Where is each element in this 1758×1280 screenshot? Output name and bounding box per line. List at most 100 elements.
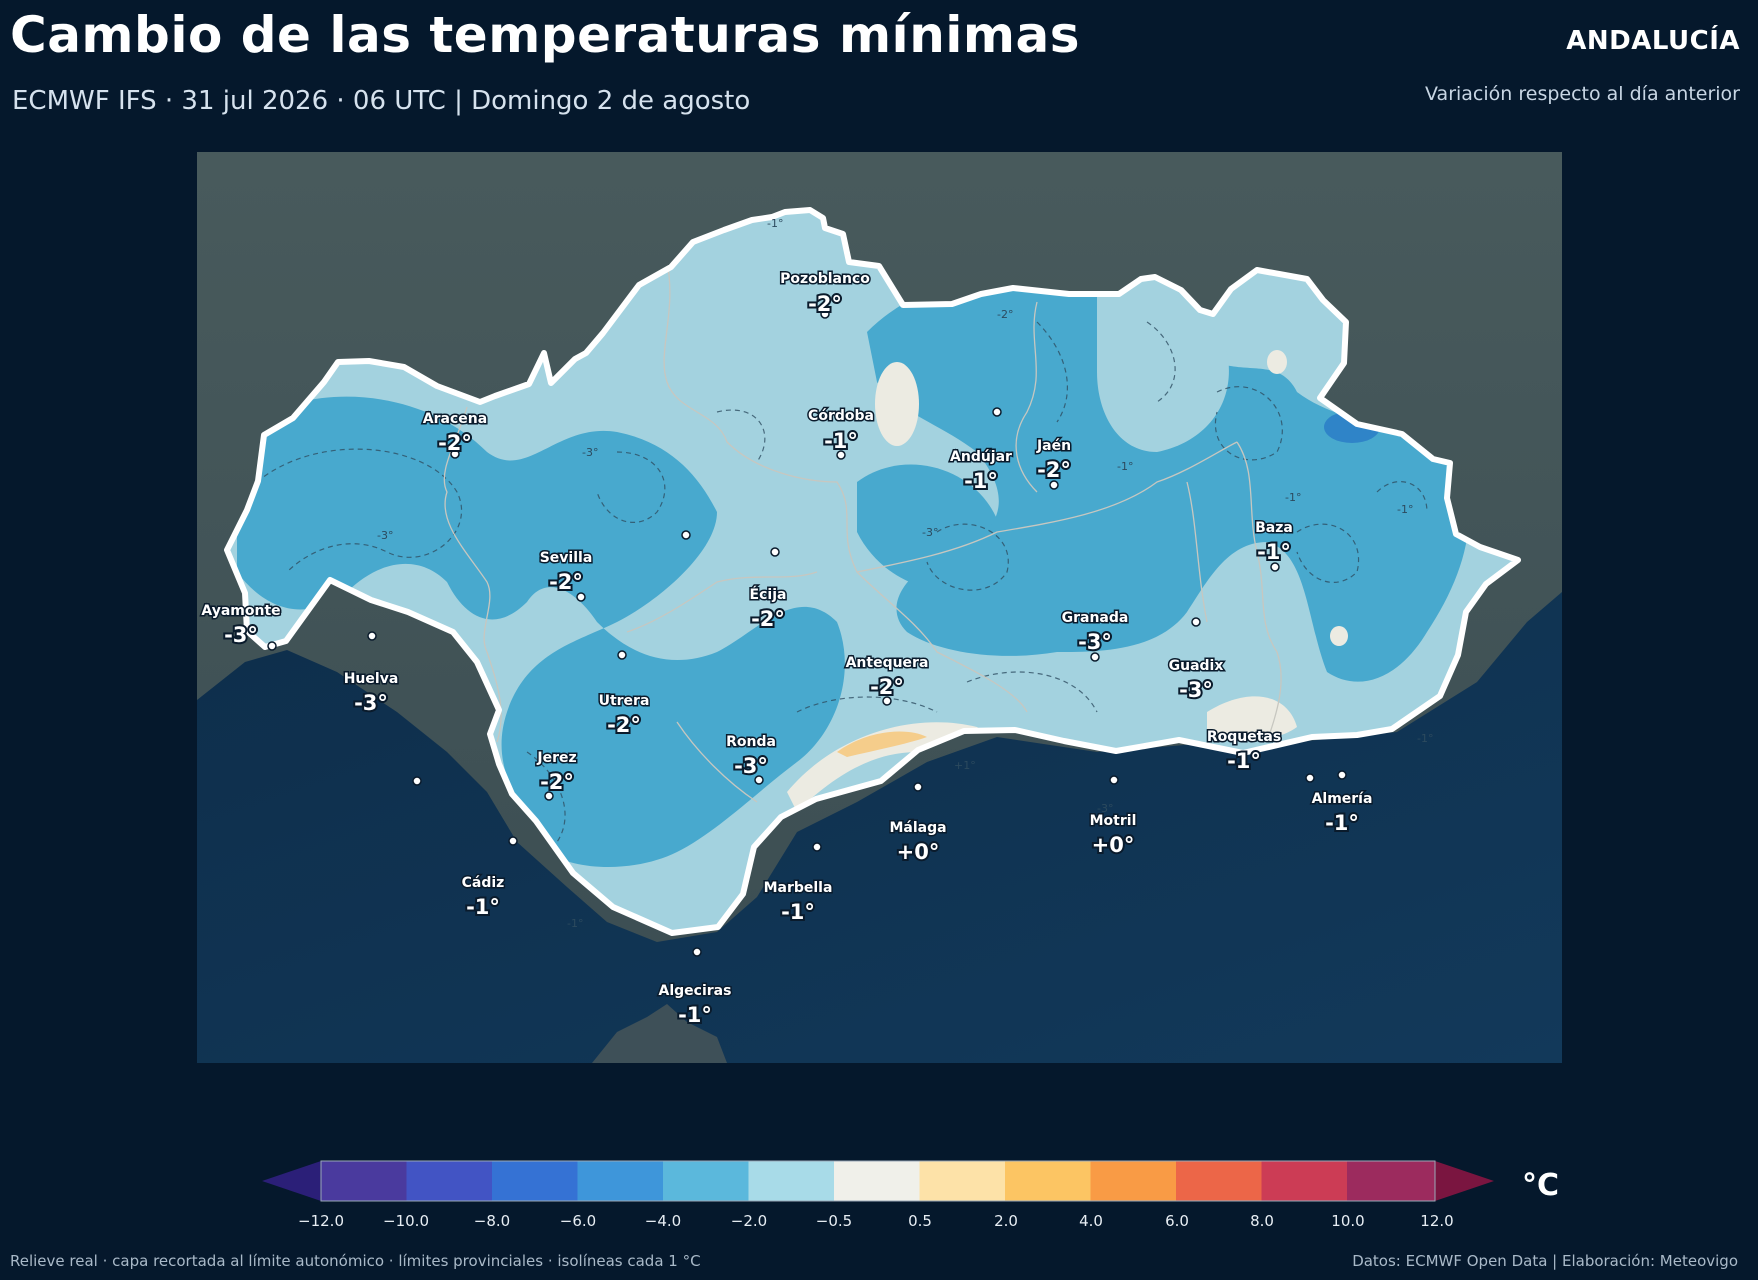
city-name-marbella: Marbella [764,880,833,896]
colorbar-tick: 10.0 [1331,1212,1365,1230]
city-name-roquetas: Roquetas [1207,729,1281,745]
city-name-ayamonte: Ayamonte [201,603,280,619]
city-name-guadix: Guadix [1169,658,1224,674]
map-title: Cambio de las temperaturas mínimas [10,6,1081,64]
isoline-label: -3° [922,526,938,539]
colorbar-tick: 6.0 [1165,1212,1189,1230]
city-value-baza: -1° [1257,540,1291,564]
sea-background [197,592,1562,1063]
anomaly-zone-light-north [1097,285,1229,452]
city-value-utrera: -2° [607,713,641,737]
colorbar-tick: −2.0 [730,1212,768,1230]
city-value-cordoba: -1° [824,429,858,453]
colorbar-segment [321,1161,408,1201]
colorbar-under-arrow [262,1161,321,1201]
colorbar-tick: 12.0 [1420,1212,1454,1230]
city-name-antequera: Antequera [846,655,929,671]
colorbar-segment [834,1161,921,1201]
city-value-jerez: -2° [540,770,574,794]
colorbar-segment [919,1161,1006,1201]
colorbar-segment [663,1161,750,1201]
city-name-cordoba: Córdoba [808,408,874,424]
city-name-jerez: Jerez [536,750,576,766]
city-name-baza: Baza [1255,520,1293,536]
isoline-label: -3° [377,529,393,542]
isoline-label: -1° [767,217,783,230]
city-name-huelva: Huelva [344,671,399,687]
city-value-motril: +0° [1092,833,1135,857]
region-label: ANDALUCÍA [1566,26,1740,56]
city-value-aracena: -2° [438,431,472,455]
city-value-marbella: -1° [781,900,815,924]
isoline-label: -1° [567,917,583,930]
city-value-sevilla: -2° [549,570,583,594]
city-value-ayamonte: -3° [224,623,258,647]
colorbar-segment [406,1161,493,1201]
province-borders [443,261,1282,803]
colorbar-segment [492,1161,579,1201]
colorbar-segment [748,1161,835,1201]
city-value-ecija: -2° [751,607,785,631]
colorbar-segment [1261,1161,1348,1201]
city-name-almeria: Almería [1312,791,1373,807]
colorbar-segment [1176,1161,1263,1201]
city-name-algeciras: Algeciras [659,983,732,999]
colorbar-segment [1005,1161,1092,1201]
city-value-roquetas: -1° [1227,749,1261,773]
city-value-algeciras: -1° [678,1003,712,1027]
city-name-pozoblanco: Pozoblanco [780,271,870,287]
andalucia-border [224,207,1521,936]
colorbar-segment [577,1161,664,1201]
city-value-guadix: -3° [1179,678,1213,702]
colorbar-segment [1090,1161,1177,1201]
city-name-motril: Motril [1090,813,1137,829]
colorbar-tick: 8.0 [1250,1212,1274,1230]
city-value-malaga: +0° [897,840,940,864]
colorbar-unit: °C [1522,1168,1560,1203]
city-value-granada: -3° [1078,630,1112,654]
colorbar-tick: 2.0 [994,1212,1018,1230]
city-value-antequera: -2° [870,675,904,699]
city-name-sevilla: Sevilla [540,550,593,566]
colorbar-tick: −6.0 [559,1212,597,1230]
isoline-label: -3° [1097,802,1113,815]
city-labels: Pozoblanco -2° Aracena -2° Córdoba -1° A… [200,270,1374,1030]
isoline-label: -2° [997,308,1013,321]
city-value-pozoblanco: -2° [808,292,842,316]
city-markers [267,309,1347,957]
city-name-malaga: Málaga [889,820,946,836]
isoline-label: +1° [954,759,976,772]
footer-methodology: Relieve real · capa recortada al límite … [10,1252,701,1270]
isoline-label: -1° [1397,503,1413,516]
colorbar-over-arrow [1435,1161,1494,1201]
anomaly-zone-almeria-white [1207,696,1297,741]
city-name-jaen: Jaén [1036,438,1071,454]
city-name-aracena: Aracena [423,411,487,427]
city-name-cadiz: Cádiz [462,875,505,891]
city-name-granada: Granada [1062,610,1129,626]
colorbar-tick: −12.0 [298,1212,344,1230]
colorbar [262,1160,1494,1202]
isoline-label: -1° [1285,491,1301,504]
anomaly-zone-positive [837,731,927,757]
colorbar-segments [321,1161,1435,1201]
variation-note: Variación respecto al día anterior [1425,83,1740,105]
city-value-almeria: -1° [1325,811,1359,835]
isoline-label: -1° [1117,460,1133,473]
colorbar-segment [1347,1161,1435,1201]
city-name-ronda: Ronda [726,734,776,750]
city-value-andujar: -1° [964,469,998,493]
colorbar-tick: −10.0 [383,1212,429,1230]
isoline-label: -1° [1417,732,1433,745]
city-value-ronda: -3° [734,754,768,778]
colorbar-tick: −4.0 [644,1212,682,1230]
colorbar-tick: 4.0 [1079,1212,1103,1230]
footer-credits: Datos: ECMWF Open Data | Elaboración: Me… [1352,1252,1738,1270]
city-name-utrera: Utrera [599,693,650,709]
city-value-huelva: -3° [354,691,388,715]
anomaly-zone-west [237,396,845,867]
morocco-coast [592,1004,727,1063]
city-name-ecija: Écija [750,586,787,603]
colorbar-tick: −0.5 [815,1212,853,1230]
run-subtitle: ECMWF IFS · 31 jul 2026 · 06 UTC | Domin… [12,86,751,116]
